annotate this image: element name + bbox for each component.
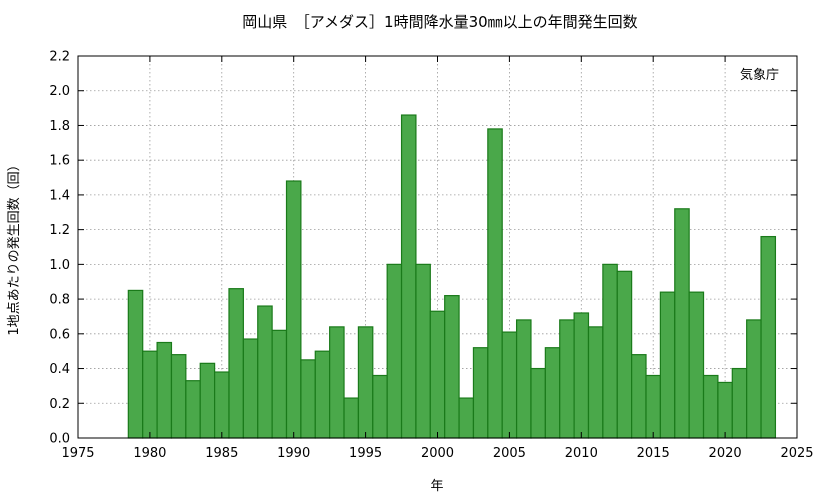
y-tick-label: 1.8 <box>49 119 70 134</box>
bar-2003 <box>472 347 489 439</box>
y-tick-label: 2.0 <box>49 84 70 99</box>
y-tick-label: 1.2 <box>49 223 70 238</box>
bar-1998 <box>400 114 417 439</box>
bar-2008 <box>544 347 561 439</box>
bar-1987 <box>242 338 259 439</box>
y-tick-label: 1.4 <box>49 188 70 203</box>
bar-1984 <box>199 362 216 439</box>
y-axis-label: 1地点あたりの発生回数（回） <box>7 158 22 335</box>
bar-2000 <box>429 310 446 439</box>
bar-1981 <box>156 341 173 439</box>
bar-2020 <box>717 381 733 439</box>
bar-2016 <box>659 291 676 439</box>
x-axis-ticks: 1975 1980 1985 1990 1995 2000 2005 2010 2015 2020… <box>61 56 814 461</box>
bar-1993 <box>329 326 345 439</box>
source-annotation: 気象庁 <box>740 67 779 83</box>
bar-1996 <box>372 374 388 439</box>
bar-2018 <box>688 291 705 439</box>
x-tick-label: 1985 <box>205 446 238 461</box>
bar-1989 <box>271 329 288 439</box>
y-axis-ticks: 0.0 0.2 0.4 0.6 0.8 1.0 1.2 1.4 1.6 1.8 2.0 2.2 <box>49 50 797 447</box>
x-tick-label: 2025 <box>780 446 813 461</box>
x-tick-label: 2005 <box>493 446 526 461</box>
bar-2021 <box>731 367 748 439</box>
bar-2023 <box>760 235 777 439</box>
bars <box>127 114 777 439</box>
bar-1990 <box>285 180 302 439</box>
x-tick-label: 1995 <box>349 446 382 461</box>
bar-2002 <box>458 397 475 439</box>
bar-2001 <box>444 295 460 439</box>
bar-2022 <box>746 319 762 439</box>
bar-1991 <box>300 359 316 439</box>
bar-1988 <box>257 305 273 439</box>
bar-1997 <box>386 263 403 439</box>
bar-2005 <box>501 331 518 439</box>
bar-1982 <box>170 354 187 439</box>
bar-1995 <box>357 326 374 439</box>
bar-2010 <box>573 312 590 439</box>
x-axis-label: 年 <box>430 479 443 494</box>
bar-2015 <box>645 374 661 439</box>
x-tick-label: 1990 <box>277 446 310 461</box>
x-tick-label: 2010 <box>565 446 598 461</box>
bar-1980 <box>142 350 158 439</box>
bar-2007 <box>530 367 546 439</box>
x-tick-label: 2020 <box>709 446 742 461</box>
bar-1999 <box>415 263 431 439</box>
bar-1992 <box>314 350 331 439</box>
y-tick-label: 0.0 <box>49 432 70 447</box>
bar-2012 <box>602 263 618 439</box>
bar-2011 <box>587 326 604 439</box>
y-tick-label: 0.6 <box>49 327 70 342</box>
bar-2014 <box>631 354 647 439</box>
bar-1979 <box>127 289 144 439</box>
bar-1983 <box>185 380 201 439</box>
y-tick-label: 0.4 <box>49 362 70 377</box>
bar-1994 <box>343 397 360 439</box>
bar-2019 <box>702 374 719 439</box>
x-tick-label: 1980 <box>133 446 166 461</box>
x-tick-label: 2015 <box>637 446 670 461</box>
x-tick-label: 1975 <box>61 446 94 461</box>
chart-title: 岡山県 ［アメダス］1時間降水量30㎜以上の年間発生回数 <box>242 13 637 31</box>
x-tick-label: 2000 <box>421 446 454 461</box>
bar-2004 <box>487 128 503 439</box>
y-tick-label: 2.2 <box>49 50 70 65</box>
y-tick-label: 1.6 <box>49 154 70 169</box>
bar-2006 <box>515 319 532 439</box>
bar-2009 <box>559 319 575 439</box>
bar-2013 <box>616 270 633 439</box>
bar-2017 <box>674 208 690 439</box>
y-tick-label: 0.8 <box>49 293 70 308</box>
bar-1986 <box>228 288 244 439</box>
bar-1985 <box>214 371 230 439</box>
y-tick-label: 0.2 <box>49 397 70 412</box>
y-tick-label: 1.0 <box>49 258 70 273</box>
